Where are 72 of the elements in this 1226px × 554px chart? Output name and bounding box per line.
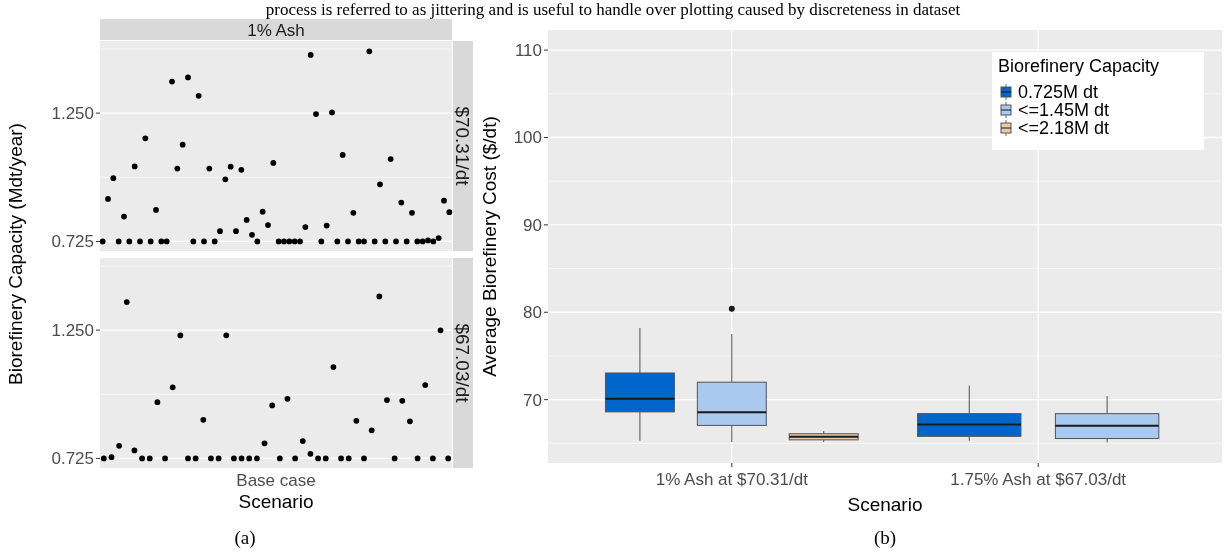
point [185, 455, 191, 462]
x-axis-title: Scenario [238, 491, 314, 512]
point [307, 450, 314, 457]
point [139, 455, 145, 462]
y-tick-label: 80 [523, 303, 542, 323]
point [169, 384, 176, 391]
point [192, 455, 199, 462]
x-tick-label: 1% Ash at $70.31/dt [655, 470, 809, 489]
point [299, 438, 306, 444]
point [353, 417, 360, 424]
text: process is referred to as jittering and is useful to handle over plotting caused by discreteness in dataset [265, 0, 961, 19]
y-axis-title: Biorefinery Capacity (Mdt/year) [5, 123, 26, 385]
legend-label: <=1.45M dt [1018, 100, 1110, 121]
point [429, 455, 436, 462]
chart-title: 1% Ash [247, 20, 305, 40]
y2-axis-title: $67.03/dt [452, 323, 474, 404]
point [131, 447, 138, 454]
point [407, 418, 413, 425]
point [330, 364, 337, 370]
point [215, 455, 222, 462]
point [376, 293, 383, 300]
y-tick-label: 0.725 [51, 449, 94, 469]
y-tick-label: 0.725 [51, 232, 94, 252]
point [108, 454, 115, 461]
y-tick-label: 1.250 [51, 104, 94, 124]
legend-label: 0.725M dt [1018, 82, 1099, 103]
point [315, 455, 321, 462]
point [384, 397, 390, 403]
point [100, 455, 107, 462]
y-tick-label: 1.250 [51, 321, 94, 341]
legend-label: <=2.18M dt [1018, 118, 1110, 139]
point [399, 397, 406, 404]
point [269, 402, 276, 409]
point [345, 455, 352, 462]
point [231, 455, 237, 462]
x-tick-label: 1.75% Ash at $67.03/dt [950, 470, 1127, 489]
point [116, 442, 123, 449]
point [361, 455, 367, 462]
point [445, 455, 452, 462]
y2-axis-title: $70.31/dt [452, 106, 474, 187]
point [246, 455, 253, 462]
point [208, 455, 214, 462]
point [338, 455, 344, 462]
point [200, 416, 207, 423]
point [292, 455, 299, 462]
x-axis-title: Scenario [847, 494, 923, 515]
point [123, 299, 130, 305]
y-axis-title: Average Biorefinery Cost ($/dt) [479, 116, 500, 377]
y-tick-label: 110 [514, 41, 542, 61]
point [223, 332, 230, 339]
point [146, 455, 153, 462]
point [414, 455, 421, 462]
point [154, 399, 161, 406]
point [391, 455, 398, 462]
text: (b) [873, 527, 897, 549]
point [322, 455, 329, 462]
point [162, 455, 168, 462]
point [276, 455, 283, 462]
point [422, 382, 429, 388]
point [177, 332, 184, 339]
point [253, 455, 260, 462]
legend-title: Biorefinery Capacity [998, 56, 1160, 76]
y-tick-label: 100 [513, 128, 542, 148]
point [437, 327, 444, 334]
y-tick-label: 90 [523, 215, 542, 235]
point [284, 395, 291, 402]
text: Base case [236, 471, 316, 490]
text: (a) [234, 527, 256, 549]
point [238, 455, 245, 462]
y-tick-label: 70 [523, 390, 542, 410]
point [368, 427, 375, 434]
point [261, 440, 268, 447]
